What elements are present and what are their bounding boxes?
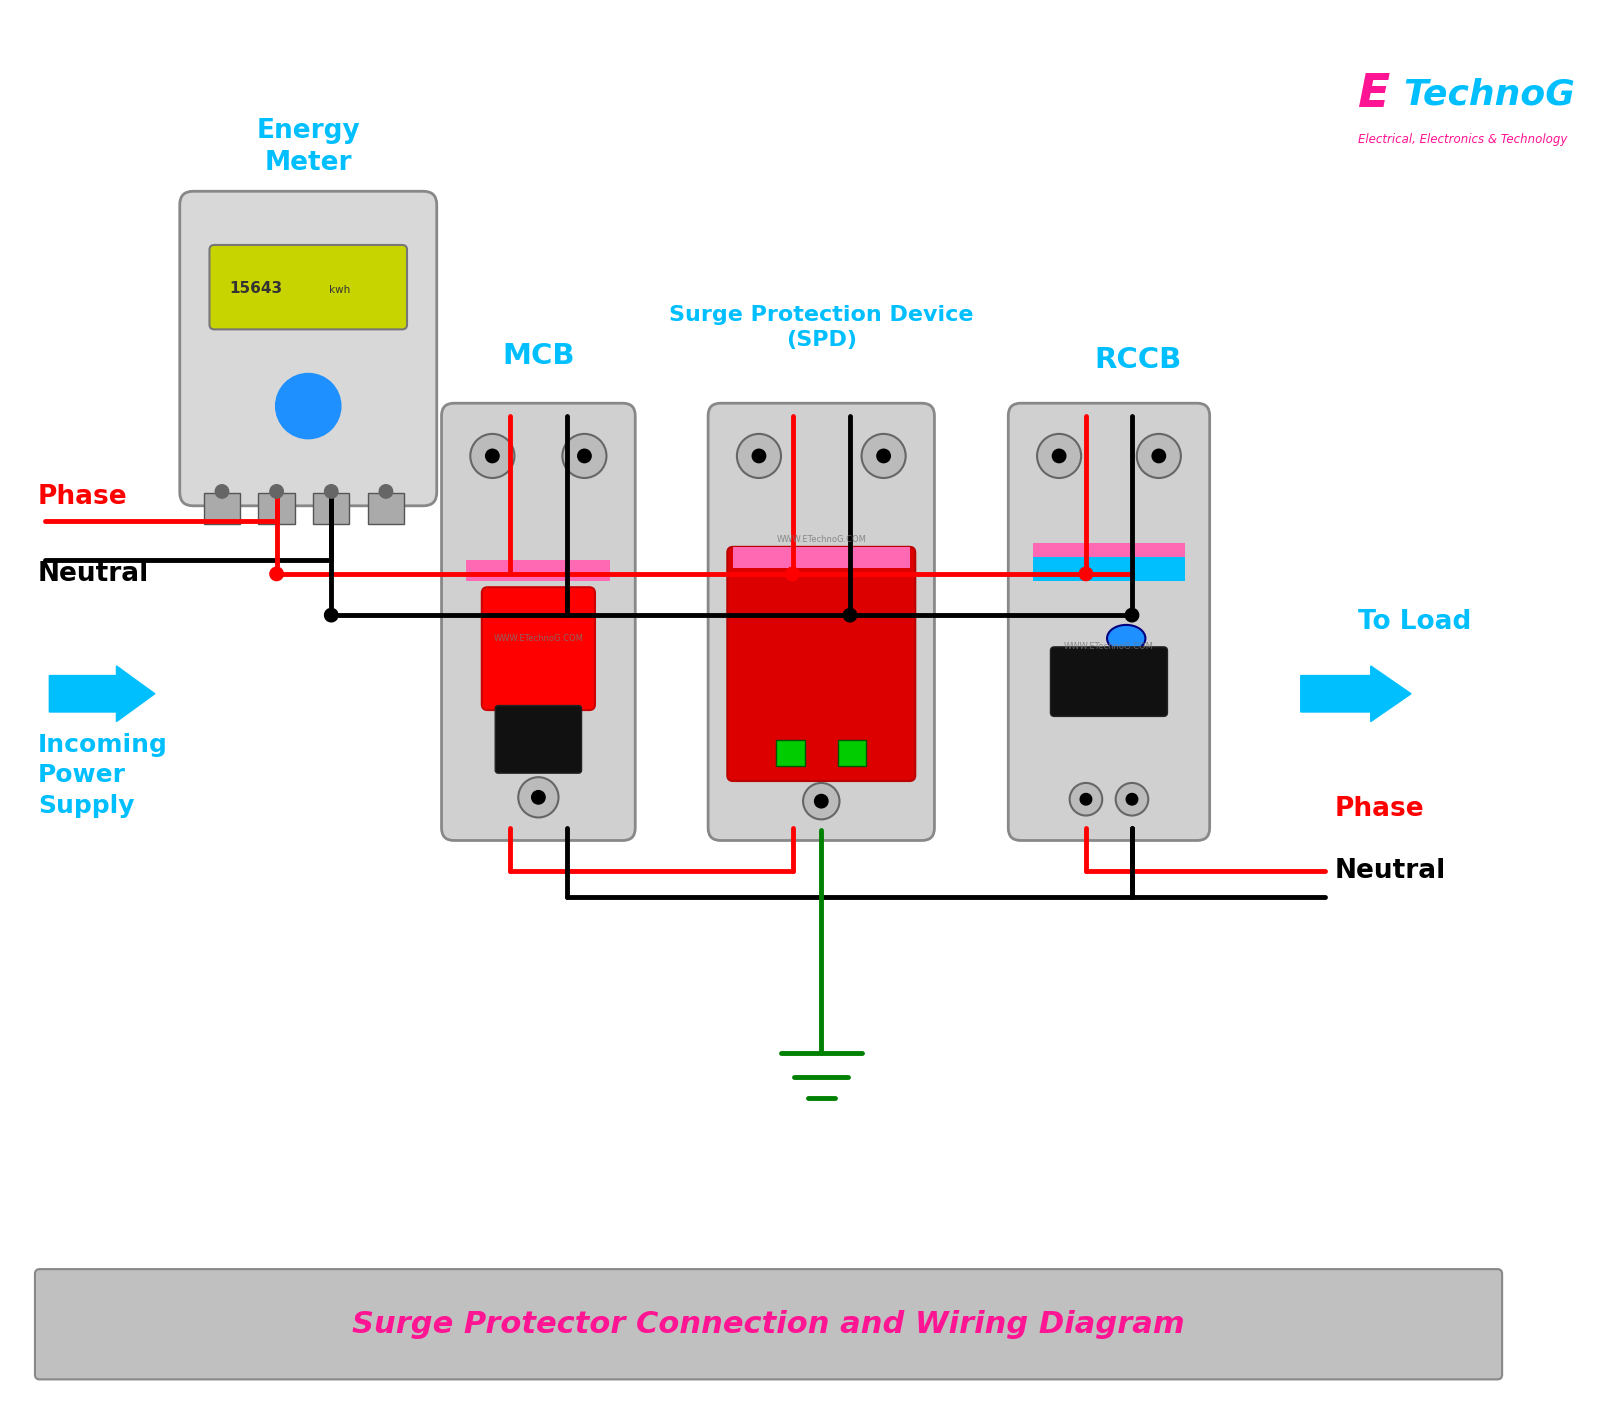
Circle shape [1037,434,1082,478]
Circle shape [803,783,840,820]
Circle shape [325,485,338,498]
Circle shape [518,777,558,817]
Text: Surge Protection Device
(SPD): Surge Protection Device (SPD) [669,305,973,350]
Text: Energy
Meter: Energy Meter [256,118,360,176]
Bar [368,494,405,524]
Circle shape [486,450,499,462]
Circle shape [562,434,606,478]
FancyBboxPatch shape [442,403,635,841]
Bar [733,546,909,568]
Circle shape [1053,450,1066,462]
FancyBboxPatch shape [709,403,934,841]
Text: WWW.ETechnoG.COM: WWW.ETechnoG.COM [776,535,866,544]
FancyArrow shape [1301,666,1411,721]
Text: 15643: 15643 [230,280,283,296]
Bar [776,740,805,766]
Circle shape [270,485,283,498]
Circle shape [275,373,341,438]
Circle shape [379,485,392,498]
Text: MCB: MCB [502,342,574,370]
Circle shape [1115,783,1149,815]
Text: Surge Protector Connection and Wiring Diagram: Surge Protector Connection and Wiring Di… [352,1311,1186,1339]
Text: To Load: To Load [1358,609,1472,635]
Circle shape [1136,434,1181,478]
Circle shape [270,568,283,581]
Bar [314,494,349,524]
Circle shape [1125,609,1139,622]
Circle shape [216,485,229,498]
Circle shape [1080,794,1091,805]
Text: kwh: kwh [330,285,350,295]
Text: WWW.ETechnoG.COM: WWW.ETechnoG.COM [1064,642,1154,652]
Circle shape [470,434,515,478]
Bar [467,559,610,581]
FancyBboxPatch shape [496,706,581,773]
Circle shape [861,434,906,478]
Text: Phase: Phase [38,484,128,511]
Text: WWW.ETechnoG.COM: WWW.ETechnoG.COM [493,633,584,643]
Bar [258,494,294,524]
Text: Neutral: Neutral [1334,858,1445,884]
Circle shape [1080,568,1093,581]
Text: E: E [1358,73,1390,117]
Text: Phase: Phase [1334,795,1424,822]
Circle shape [531,791,546,804]
Circle shape [325,609,338,622]
FancyBboxPatch shape [35,1269,1502,1379]
FancyBboxPatch shape [210,245,406,329]
FancyBboxPatch shape [482,588,595,710]
Ellipse shape [1107,625,1146,652]
Circle shape [752,450,766,462]
Circle shape [1070,783,1102,815]
Circle shape [1126,794,1138,805]
Text: RCCB: RCCB [1094,346,1181,374]
Text: Neutral: Neutral [38,561,149,586]
Bar [203,494,240,524]
Text: TechnoG: TechnoG [1403,77,1576,111]
Circle shape [877,450,890,462]
Circle shape [738,434,781,478]
FancyArrow shape [50,666,155,721]
Circle shape [578,450,590,462]
Circle shape [843,609,856,622]
FancyBboxPatch shape [1008,403,1210,841]
Text: Incoming
Power
Supply: Incoming Power Supply [38,733,168,818]
Bar [837,740,866,766]
FancyBboxPatch shape [1051,647,1168,716]
Bar [1034,544,1184,556]
Bar [1034,556,1184,581]
Text: Electrical, Electronics & Technology: Electrical, Electronics & Technology [1358,132,1568,147]
Circle shape [786,568,800,581]
FancyBboxPatch shape [179,191,437,505]
Circle shape [814,794,827,808]
FancyBboxPatch shape [728,546,915,781]
Circle shape [1152,450,1165,462]
